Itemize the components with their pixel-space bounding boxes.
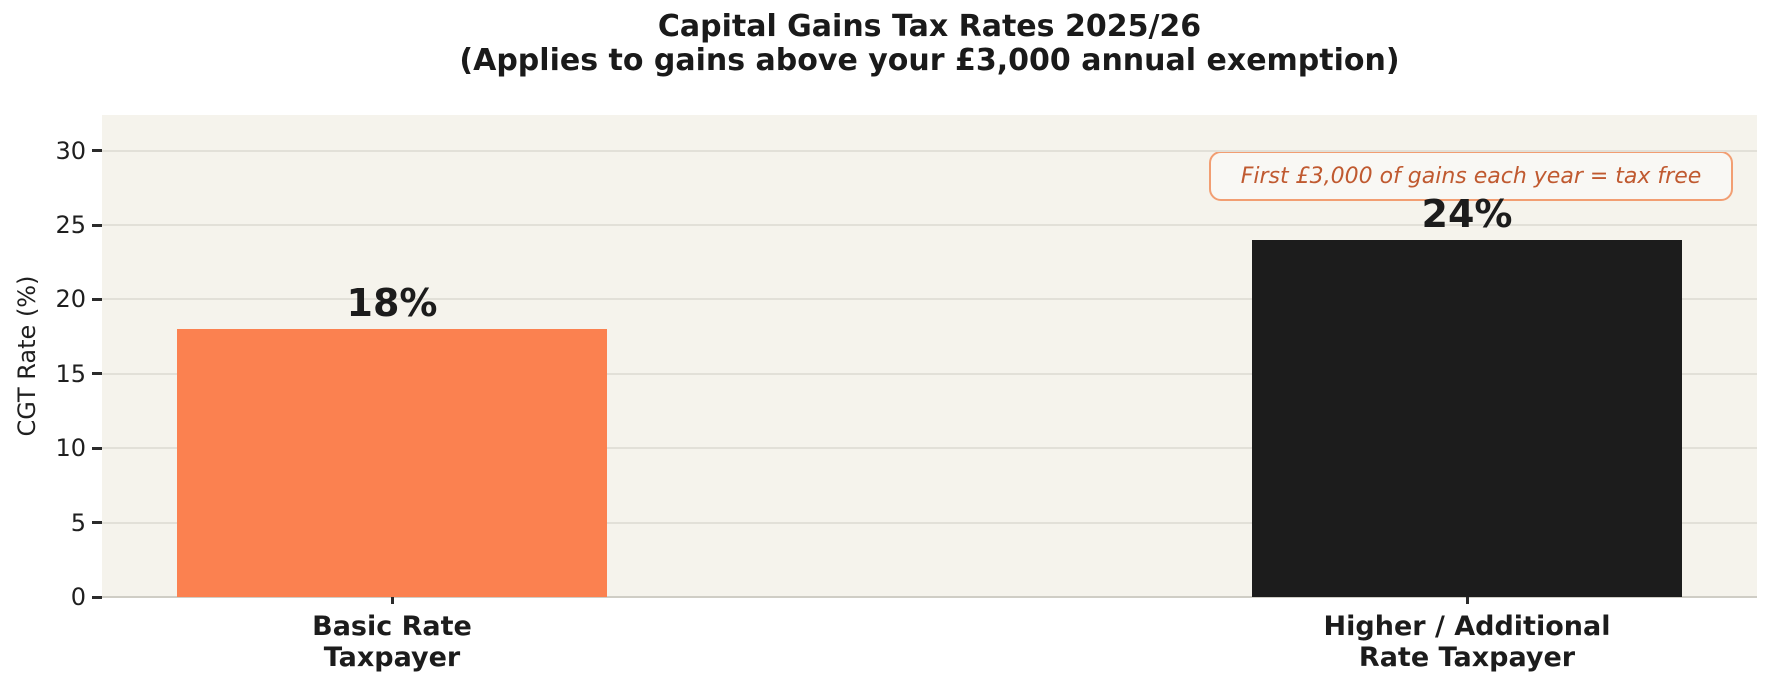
y-tick-mark-25: [92, 223, 102, 227]
gridline-0: [102, 596, 1757, 598]
x-tick-mark: [390, 597, 394, 604]
y-tick-label-0: 0: [70, 583, 86, 611]
x-category-label-line: Basic Rate: [312, 611, 472, 642]
x-category-label: Higher / Additional Rate Taxpayer: [1167, 611, 1767, 673]
x-category-label-line: Rate Taxpayer: [1358, 642, 1576, 673]
gridline-25: [102, 224, 1757, 227]
chart-subtitle: (Applies to gains above your £3,000 annu…: [459, 43, 1400, 78]
plot-area: First £3,000 of gains each year = tax fr…: [102, 115, 1757, 598]
chart-title: Capital Gains Tax Rates 2025/26: [657, 9, 1202, 44]
x-category-label: Basic Rate Taxpayer: [92, 611, 692, 673]
gridline-5: [102, 521, 1757, 524]
gridline-10: [102, 447, 1757, 450]
gridline-20: [102, 298, 1757, 301]
y-tick-label-5: 5: [70, 508, 86, 537]
bar-value-label: 18%: [346, 281, 438, 326]
y-tick-mark-0: [92, 595, 102, 599]
annotation-box: First £3,000 of gains each year = tax fr…: [1209, 151, 1733, 201]
y-tick-mark-20: [92, 297, 102, 301]
x-tick-mark: [1465, 597, 1469, 604]
chart-header: Capital Gains Tax Rates 2025/26 (Applies…: [102, 10, 1757, 78]
bar-higher-additional-rate: [1252, 239, 1682, 597]
bar-value-label: 24%: [1421, 191, 1513, 236]
y-tick-label-20: 20: [55, 285, 86, 314]
x-category-label-line: Higher / Additional: [1323, 611, 1611, 642]
gridline-30: [102, 149, 1757, 152]
annotation-text: First £3,000 of gains each year = tax fr…: [1240, 163, 1702, 189]
y-tick-mark-30: [92, 149, 102, 153]
bar-basic-rate: [177, 329, 607, 597]
y-tick-label-15: 15: [55, 359, 86, 388]
y-tick-mark-15: [92, 372, 102, 376]
y-tick-label-30: 30: [55, 136, 86, 165]
y-tick-label-25: 25: [55, 211, 86, 240]
gridline-15: [102, 372, 1757, 375]
y-tick-mark-10: [92, 446, 102, 450]
x-category-label-line: Taxpayer: [323, 642, 461, 673]
y-tick-label-10: 10: [55, 434, 86, 463]
y-tick-mark-5: [92, 521, 102, 525]
